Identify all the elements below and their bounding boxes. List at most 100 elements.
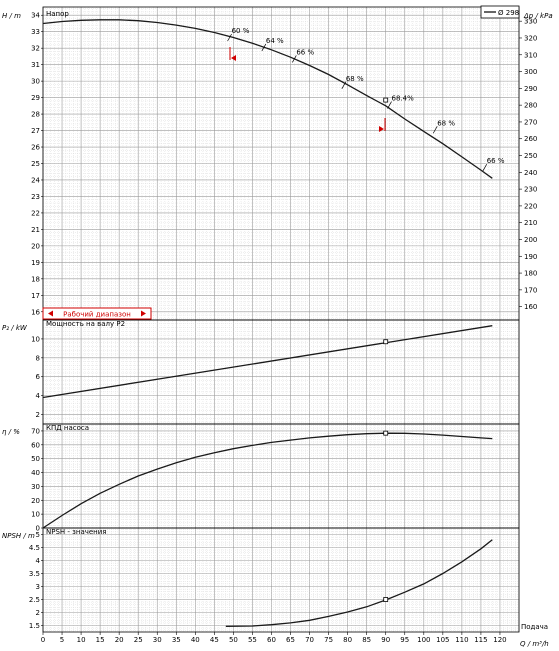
- legend: Ø 298: [480, 5, 520, 19]
- kpa-y-tick-label: 310: [524, 51, 537, 59]
- efficiency-tick-mark: [261, 43, 267, 52]
- head-y-tick-label: 32: [31, 45, 40, 53]
- npsh-y-tick-label: 4: [36, 557, 41, 565]
- power-y-tick-label: 4: [36, 392, 41, 400]
- power-panel-frame: [42, 319, 520, 425]
- x-tick-label: 20: [115, 636, 124, 644]
- x-tick-label: 35: [172, 636, 181, 644]
- efficiency-y-tick-label: 40: [31, 469, 40, 477]
- kpa-y-tick-label: 160: [524, 303, 537, 311]
- operating-range-label: Рабочий диапазон: [63, 311, 131, 319]
- kpa-y-tick-label: 220: [524, 202, 537, 210]
- x-tick-label: 15: [96, 636, 105, 644]
- x-tick-label: 30: [153, 636, 162, 644]
- power-curve: [42, 325, 493, 399]
- head-curve: [42, 19, 493, 179]
- npsh-y-tick-label: 2: [36, 609, 40, 617]
- x-tick-label: 60: [267, 636, 276, 644]
- npsh-y-tick-label: 2.5: [29, 596, 40, 604]
- x-tick-label: 65: [286, 636, 295, 644]
- x-tick-label: 50: [229, 636, 238, 644]
- x-tick-label: 100: [417, 636, 430, 644]
- legend-label: Ø 298: [498, 9, 519, 17]
- efficiency-label: 60 %: [232, 27, 250, 35]
- head-y-tick-label: 20: [31, 242, 40, 250]
- head-y-tick-label: 28: [31, 111, 40, 119]
- efficiency-tick-mark: [432, 126, 438, 134]
- head-right-axis-label: Δp / kPa: [523, 12, 553, 20]
- head-y-tick-label: 30: [31, 78, 40, 86]
- head-y-tick-label: 24: [31, 176, 40, 184]
- head-y-axis-label: H / m: [2, 12, 21, 20]
- npsh-y-tick-label: 4.5: [29, 544, 40, 552]
- x-tick-label: 75: [324, 636, 333, 644]
- x-tick-label: 80: [343, 636, 352, 644]
- efficiency-tick-mark: [292, 55, 297, 63]
- head-y-tick-label: 16: [31, 308, 40, 316]
- operating-range-box: [42, 307, 152, 320]
- npsh-y-tick-label: 3.5: [29, 570, 40, 578]
- kpa-y-tick-label: 330: [524, 18, 537, 26]
- head-operating-point: [383, 97, 389, 103]
- power-y-tick-label: 6: [36, 373, 41, 381]
- head-y-tick-label: 34: [31, 12, 40, 20]
- kpa-y-tick-label: 240: [524, 169, 537, 177]
- kpa-y-tick-label: 280: [524, 102, 537, 110]
- efficiency-y-axis-label: η / %: [2, 428, 20, 436]
- efficiency-tick-mark: [387, 101, 392, 109]
- efficiency-label: 66 %: [296, 48, 314, 56]
- kpa-y-tick-label: 200: [524, 236, 537, 244]
- kpa-y-tick-label: 320: [524, 34, 537, 42]
- x-tick-label: 55: [248, 636, 257, 644]
- head-y-tick-label: 23: [31, 193, 40, 201]
- npsh-y-tick-label: 5: [36, 531, 40, 539]
- x-tick-label: 95: [400, 636, 409, 644]
- kpa-y-tick-label: 300: [524, 68, 537, 76]
- head-y-tick-label: 31: [31, 61, 40, 69]
- kpa-y-tick-label: 180: [524, 270, 537, 278]
- npsh-y-tick-label: 1.5: [29, 622, 40, 630]
- x-tick-label: 25: [134, 636, 143, 644]
- efficiency-tick-mark: [341, 81, 347, 89]
- kpa-y-tick-label: 250: [524, 152, 537, 160]
- x-tick-label: 10: [77, 636, 86, 644]
- head-y-tick-label: 33: [31, 28, 40, 36]
- npsh-y-tick-label: 3: [36, 583, 40, 591]
- head-y-tick-label: 29: [31, 94, 40, 102]
- kpa-y-tick-label: 270: [524, 118, 537, 126]
- kpa-y-tick-label: 260: [524, 135, 537, 143]
- kpa-y-tick-label: 230: [524, 186, 537, 194]
- x-tick-label: 5: [60, 636, 64, 644]
- efficiency-y-tick-label: 60: [31, 441, 40, 449]
- x-tick-label: 45: [210, 636, 219, 644]
- legend-box: [480, 5, 520, 19]
- efficiency-y-tick-label: 20: [31, 497, 40, 505]
- x-tick-label: 85: [362, 636, 371, 644]
- npsh-y-axis-label: NPSH / m: [2, 532, 35, 540]
- x-tick-label: 110: [455, 636, 468, 644]
- kpa-y-tick-label: 210: [524, 219, 537, 227]
- range-markers: [229, 47, 386, 132]
- panel-frames: [41, 6, 522, 635]
- efficiency-panel-title: КПД насоса: [46, 424, 89, 432]
- operating-range: Рабочий диапазон: [42, 307, 152, 320]
- x-axis-label: Подача: [521, 623, 548, 631]
- power-y-tick-label: 10: [31, 335, 40, 343]
- curves-layer: [42, 19, 493, 627]
- head-y-tick-label: 25: [31, 160, 40, 168]
- range-right-arrow: [141, 310, 146, 317]
- head-y-tick-label: 18: [31, 275, 40, 283]
- npsh-operating-point: [383, 597, 389, 602]
- efficiency-y-tick-label: 0: [36, 525, 40, 533]
- labels-layer: Напор Мощность на валу P2 КПД насоса NPS…: [2, 10, 553, 648]
- efficiency-operating-point: [383, 430, 389, 436]
- efficiency-label: 64 %: [266, 37, 284, 45]
- head-y-tick-label: 17: [31, 292, 40, 300]
- head-y-tick-label: 21: [31, 226, 40, 234]
- efficiency-label: 66 %: [487, 157, 505, 165]
- npsh-curve: [225, 539, 493, 627]
- efficiency-tick-mark: [227, 33, 232, 42]
- head-y-tick-label: 27: [31, 127, 40, 135]
- efficiency-label: 68 %: [437, 119, 455, 127]
